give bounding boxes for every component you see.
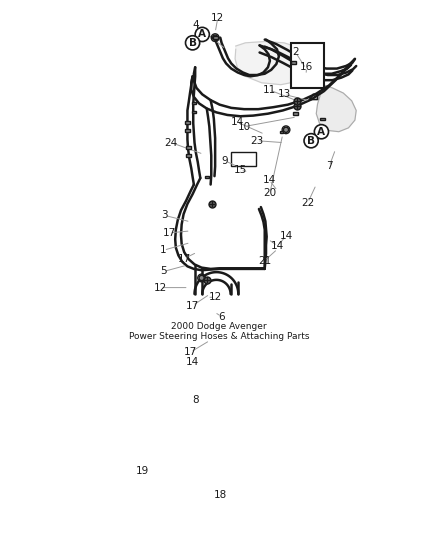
Polygon shape — [316, 85, 356, 132]
Text: 12: 12 — [154, 282, 167, 293]
Text: 15: 15 — [233, 165, 247, 175]
Text: 1: 1 — [160, 245, 167, 255]
Text: 24: 24 — [165, 138, 178, 148]
Text: 4: 4 — [192, 20, 199, 30]
Circle shape — [199, 276, 204, 280]
Text: 2000 Dodge Avenger
Power Steering Hoses & Attaching Parts: 2000 Dodge Avenger Power Steering Hoses … — [129, 321, 309, 341]
Text: 10: 10 — [237, 122, 251, 132]
Text: 22: 22 — [301, 198, 314, 207]
Bar — [185, 121, 190, 124]
Bar — [185, 129, 190, 132]
Bar — [293, 112, 298, 115]
Bar — [321, 118, 325, 120]
Circle shape — [195, 27, 209, 42]
Bar — [205, 175, 209, 179]
Circle shape — [186, 36, 200, 50]
Text: 14: 14 — [263, 175, 276, 185]
Text: A: A — [198, 29, 206, 39]
Text: 7: 7 — [326, 161, 332, 172]
Bar — [191, 101, 196, 104]
Bar — [290, 43, 324, 88]
Polygon shape — [235, 42, 313, 85]
Text: 17: 17 — [177, 254, 191, 264]
Bar — [291, 61, 296, 63]
Text: 20: 20 — [263, 188, 276, 198]
Text: 17: 17 — [163, 228, 176, 238]
Text: 16: 16 — [300, 62, 313, 72]
Bar — [187, 146, 191, 149]
Circle shape — [304, 134, 318, 148]
Circle shape — [314, 125, 328, 139]
Text: B: B — [189, 38, 197, 48]
Text: 14: 14 — [271, 241, 284, 251]
Text: 11: 11 — [263, 85, 276, 95]
Text: 17: 17 — [186, 301, 199, 311]
Text: 23: 23 — [251, 136, 264, 146]
Text: 13: 13 — [277, 90, 291, 99]
Bar — [212, 36, 218, 39]
Circle shape — [212, 35, 218, 40]
Bar — [279, 131, 283, 133]
Text: 6: 6 — [218, 312, 225, 321]
Bar — [231, 152, 256, 166]
Text: 9: 9 — [222, 156, 228, 166]
Text: 3: 3 — [162, 211, 168, 221]
Text: 12: 12 — [211, 13, 224, 23]
Text: 14: 14 — [279, 231, 293, 241]
Text: 12: 12 — [208, 292, 222, 302]
Text: 8: 8 — [192, 395, 198, 405]
Text: 14: 14 — [230, 117, 244, 127]
Text: 21: 21 — [258, 255, 272, 265]
Text: B: B — [307, 136, 315, 146]
Text: 18: 18 — [214, 490, 228, 500]
Text: 14: 14 — [186, 357, 199, 367]
Text: A: A — [318, 127, 325, 136]
Bar — [187, 155, 191, 157]
Text: 2: 2 — [292, 47, 299, 58]
Bar — [191, 110, 196, 113]
Text: 5: 5 — [160, 266, 167, 277]
Text: 17: 17 — [184, 347, 197, 357]
Circle shape — [283, 127, 289, 132]
Text: 19: 19 — [136, 466, 149, 476]
